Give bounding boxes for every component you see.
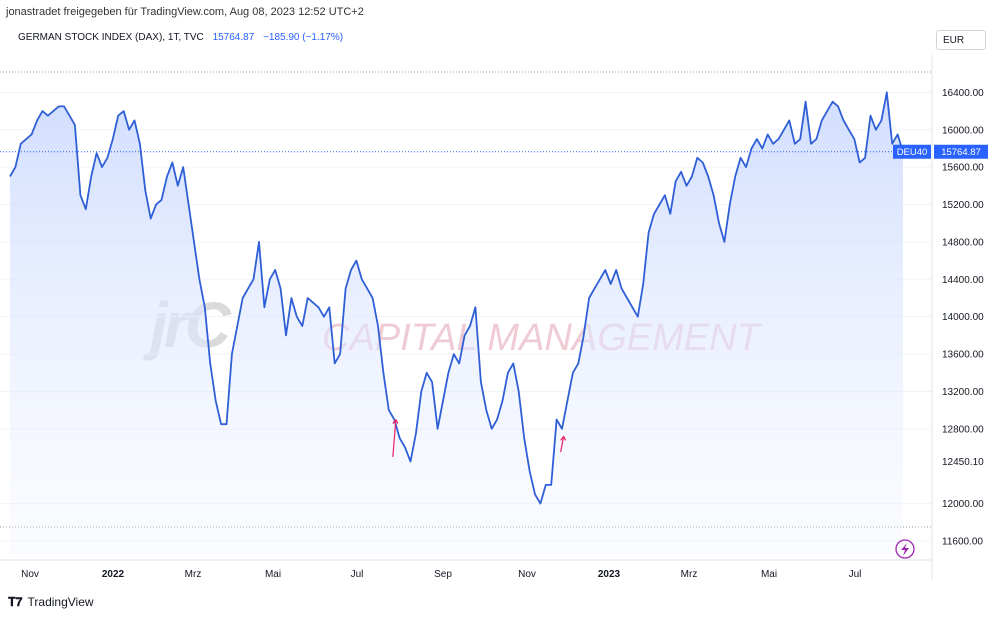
price-line xyxy=(9,91,904,505)
x-tick-label: Nov xyxy=(21,569,39,580)
y-tick-label: 14800.00 xyxy=(942,237,984,248)
y-tick-label: 12450.10 xyxy=(942,457,984,468)
x-tick-label: Mrz xyxy=(185,569,202,580)
annotation-arrow xyxy=(560,436,565,453)
x-tick-label: Mai xyxy=(761,569,777,580)
price-change: −185.90 (−1.17%) xyxy=(263,32,344,43)
price-area xyxy=(10,92,903,556)
y-tick-label: 16400.00 xyxy=(942,88,984,99)
y-tick-label: 14000.00 xyxy=(942,312,984,323)
y-tick-label: 13200.00 xyxy=(942,387,984,398)
y-tick-label: 16000.00 xyxy=(942,125,984,136)
tradingview-logo-icon: 𝐓𝟕 xyxy=(8,595,23,609)
price-tag-label: 15764.87 xyxy=(941,147,981,158)
y-tick-label: 12800.00 xyxy=(942,424,984,435)
y-tick-label: 14400.00 xyxy=(942,275,984,286)
symbol-tag-bg xyxy=(893,144,931,159)
footer-brand: TradingView xyxy=(27,595,94,609)
share-attribution: jonastradet freigegeben für TradingView.… xyxy=(6,6,364,18)
x-tick-label: Jul xyxy=(849,569,862,580)
x-tick-label: Jul xyxy=(351,569,364,580)
symbol-name[interactable]: GERMAN STOCK INDEX (DAX), 1T, TVC xyxy=(18,32,204,43)
y-tick-label: 13600.00 xyxy=(942,350,984,361)
x-tick-label: Sep xyxy=(434,569,452,580)
x-tick-label: Mrz xyxy=(681,569,698,580)
x-tick-label: Nov xyxy=(518,569,536,580)
lightning-icon[interactable] xyxy=(895,539,915,559)
symbol-tag-label: DEU40 xyxy=(897,147,928,158)
x-tick-label: 2023 xyxy=(598,569,621,580)
last-price: 15764.87 xyxy=(212,32,255,43)
x-tick-label: Mai xyxy=(265,569,281,580)
x-tick-label: 2022 xyxy=(102,569,125,580)
symbol-legend: GERMAN STOCK INDEX (DAX), 1T, TVC 15764.… xyxy=(18,32,343,43)
y-tick-label: 15600.00 xyxy=(942,163,984,174)
y-tick-label: 12000.00 xyxy=(942,499,984,510)
y-tick-label: 11600.00 xyxy=(942,536,983,547)
y-axis[interactable]: 16400.00 16000.00 15600.00 15200.00 14800.00… xyxy=(942,88,984,548)
price-tag-bg xyxy=(934,144,988,159)
annotation-arrow xyxy=(392,419,397,457)
y-tick-label: 15200.00 xyxy=(942,200,984,211)
currency-button[interactable]: EUR xyxy=(936,30,986,50)
x-axis[interactable]: Nov 2022 Mrz Mai Jul Sep Nov 2023 Mrz Mai Jul xyxy=(21,569,861,580)
annotation-arrow-head xyxy=(392,419,399,424)
tradingview-footer[interactable]: 𝐓𝟕 TradingView xyxy=(8,595,94,610)
annotation-arrow-head xyxy=(560,435,567,441)
last-price-tag: DEU40 15764.87 xyxy=(0,144,988,159)
annotations xyxy=(392,419,567,457)
